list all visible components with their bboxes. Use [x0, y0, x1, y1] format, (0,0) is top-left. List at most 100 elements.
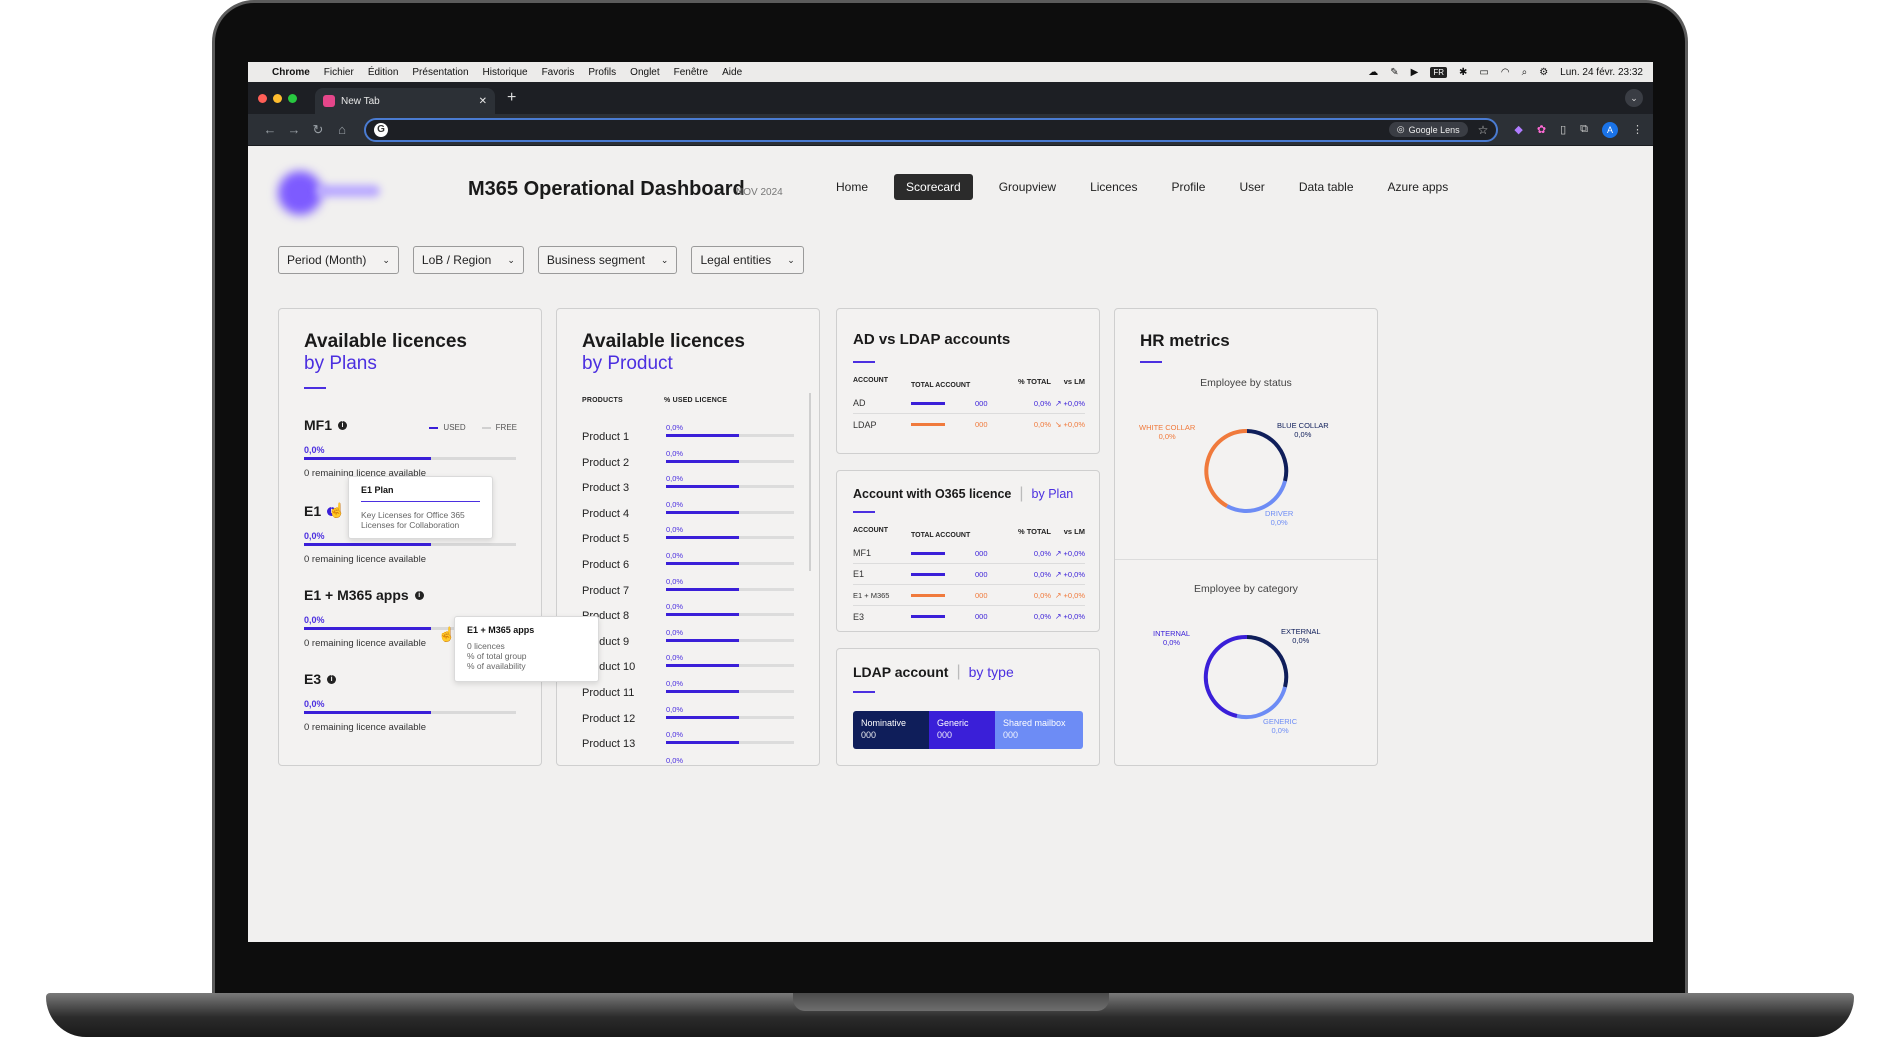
puzzle-extensions-icon[interactable]: ⧉	[1580, 123, 1588, 135]
menubar-item-history[interactable]: Historique	[482, 66, 528, 78]
tab-search-button[interactable]: ⌄	[1625, 89, 1643, 107]
ldap-segment-shared-mailbox[interactable]: Shared mailbox 000	[995, 711, 1083, 749]
control-center-icon[interactable]: ⚙	[1539, 66, 1549, 78]
menubar-item-window[interactable]: Fenêtre	[673, 66, 709, 78]
legal-entities-filter-dropdown[interactable]: Legal entities ⌄	[691, 246, 804, 274]
close-tab-icon[interactable]: ✕	[478, 95, 487, 107]
ldap-segment-nominative[interactable]: Nominative 000	[853, 711, 929, 749]
used-licence-column-header: % USED LICENCE	[664, 397, 728, 404]
menubar-item-tab[interactable]: Onglet	[630, 66, 660, 78]
col-account: ACCOUNT	[853, 527, 888, 534]
donut-segment-white-collar	[1204, 428, 1248, 508]
product-name: Product 11	[582, 687, 635, 699]
period-filter-label: Period (Month)	[287, 253, 367, 267]
wifi-icon[interactable]: ◠	[1500, 66, 1510, 78]
nav-licences[interactable]: Licences	[1090, 180, 1138, 194]
menubar-item-view[interactable]: Présentation	[412, 66, 469, 78]
accent-underline	[853, 361, 875, 363]
spotlight-search-icon[interactable]: ⌕	[1521, 66, 1528, 78]
bluetooth-icon[interactable]: ✱	[1459, 66, 1468, 78]
browser-tab[interactable]: New Tab ✕	[315, 88, 495, 114]
nav-scorecard[interactable]: Scorecard	[894, 174, 973, 200]
product-percent: 0,0%	[666, 755, 684, 765]
google-lens-button[interactable]: ◎ Google Lens	[1388, 122, 1468, 137]
row-mini-bar	[911, 423, 945, 426]
page-title: M365 Operational Dashboard	[468, 178, 745, 200]
menubar-item-file[interactable]: Fichier	[323, 66, 354, 78]
trend-up-icon: ↗	[1054, 569, 1062, 579]
home-icon[interactable]: ⌂	[338, 122, 346, 137]
legend-free: FREE	[481, 423, 517, 432]
table-row[interactable]: AD 000 0,0% ↗ +0,0%	[853, 393, 1085, 414]
menubar-item-bookmarks[interactable]: Favoris	[541, 66, 575, 78]
hr-metrics-card: HR metrics Employee by status WHITE COLL…	[1114, 308, 1378, 766]
browser-menu-icon[interactable]: ⋮	[1632, 124, 1643, 136]
table-row[interactable]: MF1 000 0,0% ↗ +0,0%	[853, 543, 1085, 564]
row-mini-bar	[911, 551, 945, 555]
employee-status-donut[interactable]	[1197, 421, 1297, 521]
company-logo[interactable]	[278, 171, 398, 215]
bookmark-star-icon[interactable]: ☆	[1477, 122, 1489, 137]
row-total: 000	[975, 590, 988, 600]
card-title: Account with O365 licence	[853, 487, 1012, 501]
script-icon[interactable]: ✎	[1390, 66, 1399, 78]
card-subtitle: by type	[968, 664, 1014, 680]
maximize-window-button[interactable]	[288, 93, 297, 103]
mac-menubar: Chrome Fichier Édition Présentation Hist…	[248, 62, 1653, 82]
nav-home[interactable]: Home	[836, 180, 869, 194]
info-icon[interactable]: i	[338, 420, 347, 430]
play-icon[interactable]: ▶	[1410, 66, 1419, 78]
ldap-segment-generic[interactable]: Generic 000	[929, 711, 995, 749]
table-row[interactable]: E1 000 0,0% ↗ +0,0%	[853, 564, 1085, 585]
product-progress-bar	[666, 485, 794, 489]
info-icon[interactable]: i	[327, 506, 337, 516]
device-icon[interactable]: ▯	[1560, 124, 1567, 136]
product-name: Product 2	[582, 456, 630, 469]
donut-segment-generic	[1236, 686, 1287, 720]
donut-segment-blue-collar	[1246, 429, 1289, 482]
main-nav: Home Scorecard Groupview Licences Profil…	[828, 174, 1456, 200]
back-icon[interactable]: ←	[263, 122, 277, 137]
product-name: Product 5	[582, 533, 630, 546]
tooltip-title: E1 + M365 apps	[467, 625, 535, 635]
minimize-window-button[interactable]	[273, 93, 282, 103]
extension-icon[interactable]: ◆	[1514, 124, 1523, 136]
info-icon[interactable]: i	[327, 674, 337, 684]
menubar-app-name[interactable]: Chrome	[272, 66, 310, 78]
battery-icon[interactable]: ▭	[1479, 66, 1489, 78]
color-picker-extension-icon[interactable]: ✿	[1536, 124, 1547, 136]
menubar-item-profiles[interactable]: Profils	[588, 66, 617, 78]
forward-icon[interactable]: →	[287, 122, 301, 137]
keyboard-layout-indicator[interactable]: FR	[1430, 66, 1447, 78]
table-row[interactable]: E3 000 0,0% ↗ +0,0%	[853, 606, 1085, 627]
profile-avatar[interactable]: A	[1602, 121, 1618, 138]
table-row[interactable]: LDAP 000 0,0% ↘ +0,0%	[853, 414, 1085, 435]
product-name: Product 3	[582, 482, 630, 495]
row-total: 000	[975, 569, 988, 579]
table-row[interactable]: E1 + M365 000 0,0% ↗ +0,0%	[853, 585, 1085, 606]
period-filter-dropdown[interactable]: Period (Month) ⌄	[278, 246, 399, 274]
nav-data-table[interactable]: Data table	[1298, 180, 1354, 194]
nav-groupview[interactable]: Groupview	[998, 180, 1057, 194]
cloud-icon[interactable]: ☁	[1368, 66, 1379, 78]
info-icon[interactable]: i	[414, 590, 424, 600]
menubar-item-help[interactable]: Aide	[722, 66, 743, 78]
new-tab-button[interactable]: +	[507, 89, 517, 106]
business-segment-filter-dropdown[interactable]: Business segment ⌄	[537, 246, 678, 274]
reload-icon[interactable]: ↻	[312, 121, 324, 137]
row-pct: 0,0%	[1033, 548, 1051, 558]
tooltip-line: Licenses for Collaboration	[361, 520, 460, 530]
employee-category-donut[interactable]	[1197, 627, 1297, 727]
row-total: 000	[975, 548, 988, 558]
scrollbar[interactable]	[809, 393, 811, 571]
plan-progress-bar	[304, 457, 516, 460]
nav-user[interactable]: User	[1239, 180, 1265, 194]
address-bar[interactable]: G ◎ Google Lens ☆	[364, 117, 1499, 142]
close-window-button[interactable]	[258, 93, 267, 103]
menubar-clock[interactable]: Lun. 24 févr. 23:32	[1560, 66, 1643, 78]
menubar-item-edit[interactable]: Édition	[367, 66, 399, 78]
nav-profile[interactable]: Profile	[1171, 180, 1206, 194]
nav-azure-apps[interactable]: Azure apps	[1387, 180, 1449, 194]
row-vs-lm: +0,0%	[1063, 569, 1085, 579]
lob-region-filter-dropdown[interactable]: LoB / Region ⌄	[412, 246, 524, 274]
